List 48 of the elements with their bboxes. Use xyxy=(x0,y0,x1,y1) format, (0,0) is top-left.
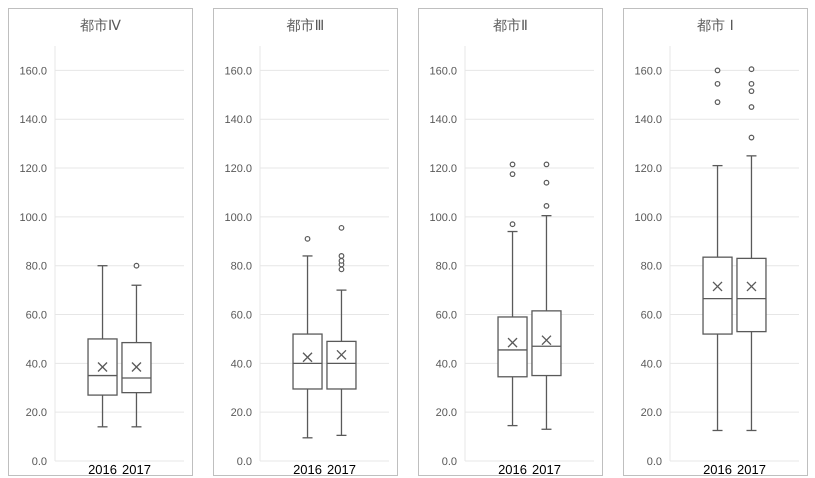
y-tick-label: 80.0 xyxy=(230,260,252,273)
y-tick-label: 160.0 xyxy=(429,65,457,78)
y-tick-label: 80.0 xyxy=(640,260,662,273)
y-tick-label: 0.0 xyxy=(442,456,457,468)
chart-title: 都市Ⅱ xyxy=(492,17,529,35)
chart-title: 都市Ⅲ xyxy=(286,17,326,35)
x-tick-label: 2016 xyxy=(293,462,322,478)
y-tick-label: 0.0 xyxy=(236,456,252,468)
y-tick-label: 140.0 xyxy=(634,114,662,126)
y-tick-label: 40.0 xyxy=(230,358,252,370)
y-tick-label: 40.0 xyxy=(26,358,47,370)
y-tick-label: 140.0 xyxy=(19,114,47,126)
y-tick-label: 60.0 xyxy=(436,309,457,322)
y-tick-label: 0.0 xyxy=(32,456,47,468)
y-tick-label: 60.0 xyxy=(26,309,47,322)
y-tick-label: 60.0 xyxy=(230,309,252,322)
y-tick-label: 20.0 xyxy=(436,407,457,420)
y-tick-label: 120.0 xyxy=(224,162,252,175)
y-tick-label: 100.0 xyxy=(429,212,457,224)
y-tick-label: 20.0 xyxy=(230,407,252,420)
x-tick-label: 2016 xyxy=(498,462,527,478)
y-tick-label: 20.0 xyxy=(26,407,47,420)
y-tick-label: 40.0 xyxy=(436,358,457,370)
x-tick-label: 2017 xyxy=(122,462,151,478)
y-tick-label: 20.0 xyxy=(640,407,662,420)
x-tick-label: 2017 xyxy=(327,462,356,478)
y-tick-label: 160.0 xyxy=(634,65,662,78)
y-tick-label: 140.0 xyxy=(429,114,457,126)
y-tick-label: 160.0 xyxy=(19,65,47,78)
x-tick-label: 2017 xyxy=(737,462,766,478)
y-tick-label: 80.0 xyxy=(436,260,457,273)
y-tick-label: 60.0 xyxy=(640,309,662,322)
y-tick-label: 100.0 xyxy=(19,212,47,224)
x-tick-label: 2017 xyxy=(532,462,561,478)
y-tick-label: 40.0 xyxy=(640,358,662,370)
y-tick-label: 100.0 xyxy=(224,212,252,224)
y-tick-label: 80.0 xyxy=(26,260,47,273)
y-tick-label: 0.0 xyxy=(646,456,662,468)
x-tick-label: 2016 xyxy=(703,462,732,478)
y-tick-label: 120.0 xyxy=(19,162,47,175)
chart-title: 都市 Ⅰ xyxy=(696,17,735,35)
y-tick-label: 120.0 xyxy=(429,162,457,175)
y-tick-label: 160.0 xyxy=(224,65,252,78)
y-tick-label: 140.0 xyxy=(224,114,252,126)
y-tick-label: 120.0 xyxy=(634,162,662,175)
y-tick-label: 100.0 xyxy=(634,212,662,224)
x-tick-label: 2016 xyxy=(88,462,117,478)
chart-title: 都市Ⅳ xyxy=(79,17,122,35)
